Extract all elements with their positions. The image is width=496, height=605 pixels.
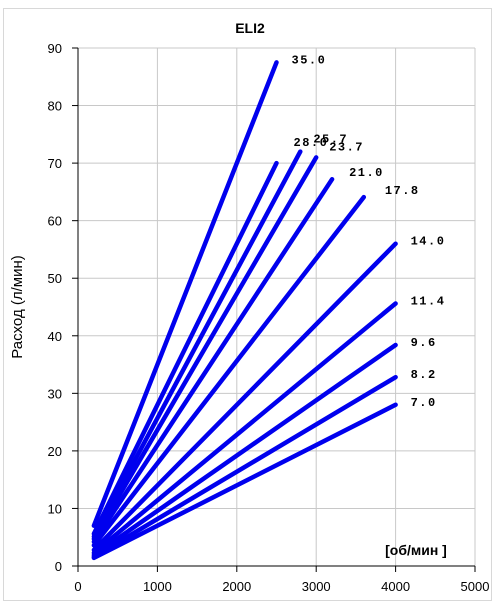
series-line [91,149,303,539]
series-line [91,402,398,561]
series-label: 17.8 [385,184,420,198]
series-line [91,60,279,528]
y-tick-label: 60 [48,214,62,229]
series-line [91,342,398,558]
series-line [91,301,398,556]
y-tick-label: 30 [48,386,62,401]
series-line [91,176,335,545]
x-tick-label: 0 [74,579,81,594]
series-line [91,241,398,553]
x-tick-labels: 0 1000 2000 3000 4000 5000 [74,579,489,594]
series-label: 14.0 [411,235,446,249]
grid [78,47,476,566]
series-label: 8.2 [411,368,437,382]
y-tick-label: 0 [55,559,62,574]
x-tick-label: 5000 [461,579,490,594]
y-tick-label: 50 [48,271,62,286]
x-tick-label: 3000 [302,579,331,594]
series-line [91,155,319,542]
y-tick-labels: 0 10 20 30 40 50 60 70 80 90 [48,41,62,574]
axes [72,47,476,572]
series-line [91,374,398,560]
series-lines [91,60,398,561]
x-axis-unit-label: [об/мин ] [385,542,447,558]
y-tick-label: 70 [48,156,62,171]
y-tick-label: 80 [48,99,62,114]
series-label: 25.7 [313,133,348,147]
series-label: 35.0 [292,53,327,67]
y-tick-label: 90 [48,41,62,56]
y-axis-label: Расход (л/мин) [9,255,26,359]
x-tick-label: 4000 [381,579,410,594]
y-tick-label: 10 [48,501,62,516]
chart-title: ELI2 [235,20,265,36]
series-labels: 35.0 28.025.723.7 21.017.8 14.0 11.4 9.6 8.2 7.… [292,53,446,410]
series-label: 21.0 [349,166,384,180]
series-label: 11.4 [411,295,446,309]
series-label: 23.7 [329,140,364,154]
series-label: 9.6 [411,336,437,350]
x-tick-label: 1000 [143,579,172,594]
y-tick-label: 40 [48,329,62,344]
x-tick-label: 2000 [222,579,251,594]
series-label: 28.0 [294,136,329,150]
series-label: 7.0 [411,396,437,410]
y-tick-label: 20 [48,444,62,459]
series-line [91,194,367,548]
series-line [91,160,279,537]
